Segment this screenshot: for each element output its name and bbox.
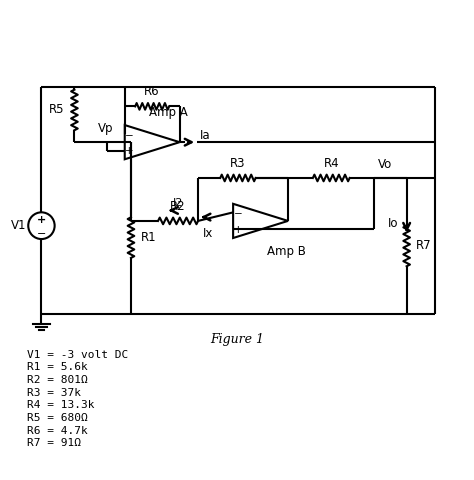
Text: R6: R6 xyxy=(145,85,160,98)
Text: R6 = 4.7k: R6 = 4.7k xyxy=(27,426,88,436)
Text: R7: R7 xyxy=(416,240,432,252)
Text: $-$: $-$ xyxy=(124,129,134,139)
Text: Vp: Vp xyxy=(98,122,113,135)
Text: R2 = 801Ω: R2 = 801Ω xyxy=(27,375,88,385)
Text: +: + xyxy=(37,215,46,225)
Text: R4: R4 xyxy=(323,157,339,170)
Text: Io: Io xyxy=(388,217,398,230)
Text: R3 = 37k: R3 = 37k xyxy=(27,388,82,398)
Text: R1 = 5.6k: R1 = 5.6k xyxy=(27,362,88,372)
Text: $-$: $-$ xyxy=(36,227,46,237)
Text: Figure 1: Figure 1 xyxy=(210,333,264,346)
Text: Ix: Ix xyxy=(203,227,213,240)
Text: R4 = 13.3k: R4 = 13.3k xyxy=(27,400,95,410)
Text: Ia: Ia xyxy=(200,130,210,143)
Text: V1 = -3 volt DC: V1 = -3 volt DC xyxy=(27,350,128,360)
Text: R7 = 91Ω: R7 = 91Ω xyxy=(27,438,82,448)
Text: Vo: Vo xyxy=(377,158,392,171)
Text: R1: R1 xyxy=(140,231,156,244)
Text: $+$: $+$ xyxy=(124,145,134,156)
Text: I2: I2 xyxy=(173,198,183,207)
Text: $-$: $-$ xyxy=(233,207,242,217)
Text: R5: R5 xyxy=(48,104,64,117)
Text: R5 = 680Ω: R5 = 680Ω xyxy=(27,413,88,423)
Text: Amp A: Amp A xyxy=(149,107,188,120)
Text: $+$: $+$ xyxy=(233,224,242,235)
Text: Amp B: Amp B xyxy=(267,245,306,258)
Text: R3: R3 xyxy=(230,157,246,170)
Text: R2: R2 xyxy=(170,200,186,213)
Text: V1: V1 xyxy=(11,219,27,232)
